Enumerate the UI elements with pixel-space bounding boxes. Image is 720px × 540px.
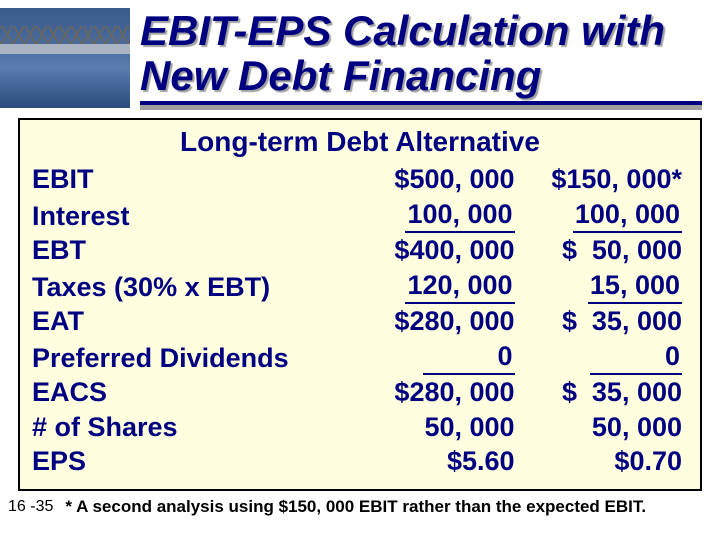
- row-label: EBT: [32, 235, 86, 265]
- table-row: Interest 100, 000 100, 000: [32, 197, 688, 234]
- row-label: EBIT: [32, 164, 94, 194]
- table-row: EACS $280, 000 $35, 000: [32, 375, 688, 410]
- dollar-sign: $: [562, 304, 577, 339]
- cell-value: 0: [590, 339, 682, 376]
- row-label: # of Shares: [32, 412, 178, 442]
- dollar-sign: $: [562, 233, 577, 268]
- bridge-logo: [0, 8, 130, 108]
- cell-value: 100, 000: [405, 197, 514, 234]
- cell-value: 50, 000: [592, 235, 682, 265]
- cell-value: $500, 000: [394, 164, 514, 194]
- footnote-text: * A second analysis using $150, 000 EBIT…: [65, 497, 646, 517]
- cell-value: 35, 000: [592, 306, 682, 336]
- table-row: Taxes (30% x EBT) 120, 000 15, 000: [32, 268, 688, 305]
- title-line-1: EBIT-EPS Calculation with: [140, 7, 665, 54]
- cell-value: 0: [423, 339, 515, 376]
- cell-value: 15, 000: [588, 268, 682, 305]
- cell-value: $5.60: [447, 446, 515, 476]
- panel-title: Long-term Debt Alternative: [32, 126, 688, 158]
- page-number: 16 -35: [8, 498, 53, 516]
- title-line-2: New Debt Financing: [140, 52, 541, 99]
- row-label: Interest: [32, 201, 130, 231]
- cell-value: 35, 000: [592, 377, 682, 407]
- table-row: Preferred Dividends 0 0: [32, 339, 688, 376]
- row-label: EAT: [32, 306, 84, 336]
- table-row: EBT $400, 000 $50, 000: [32, 233, 688, 268]
- row-label: EACS: [32, 377, 107, 407]
- calculation-panel: Long-term Debt Alternative EBIT $500, 00…: [18, 118, 702, 491]
- table-row: EBIT $500, 000 $150, 000*: [32, 162, 688, 197]
- cell-value: 120, 000: [405, 268, 514, 305]
- cell-value: $280, 000: [394, 306, 514, 336]
- asterisk: *: [671, 164, 682, 194]
- footer: 16 -35 * A second analysis using $150, 0…: [0, 491, 720, 517]
- table-row: # of Shares 50, 000 50, 000: [32, 410, 688, 445]
- dollar-sign: $: [562, 375, 577, 410]
- cell-value: $400, 000: [394, 235, 514, 265]
- cell-value: 50, 000: [592, 412, 682, 442]
- row-label: EPS: [32, 446, 86, 476]
- cell-value: 50, 000: [424, 412, 514, 442]
- row-label: Taxes (30% x EBT): [32, 272, 270, 302]
- cell-value: $0.70: [614, 446, 682, 476]
- cell-value: $280, 000: [394, 377, 514, 407]
- cell-value: 100, 000: [573, 197, 682, 234]
- slide-title: EBIT-EPS Calculation with New Debt Finan…: [140, 8, 708, 105]
- table-row: EAT $280, 000 $35, 000: [32, 304, 688, 339]
- calc-table: EBIT $500, 000 $150, 000* Interest 100, …: [32, 162, 688, 479]
- table-row: EPS $5.60 $0.70: [32, 444, 688, 479]
- row-label: Preferred Dividends: [32, 343, 289, 373]
- cell-value: $150, 000: [551, 164, 671, 194]
- title-area: EBIT-EPS Calculation with New Debt Finan…: [0, 0, 720, 108]
